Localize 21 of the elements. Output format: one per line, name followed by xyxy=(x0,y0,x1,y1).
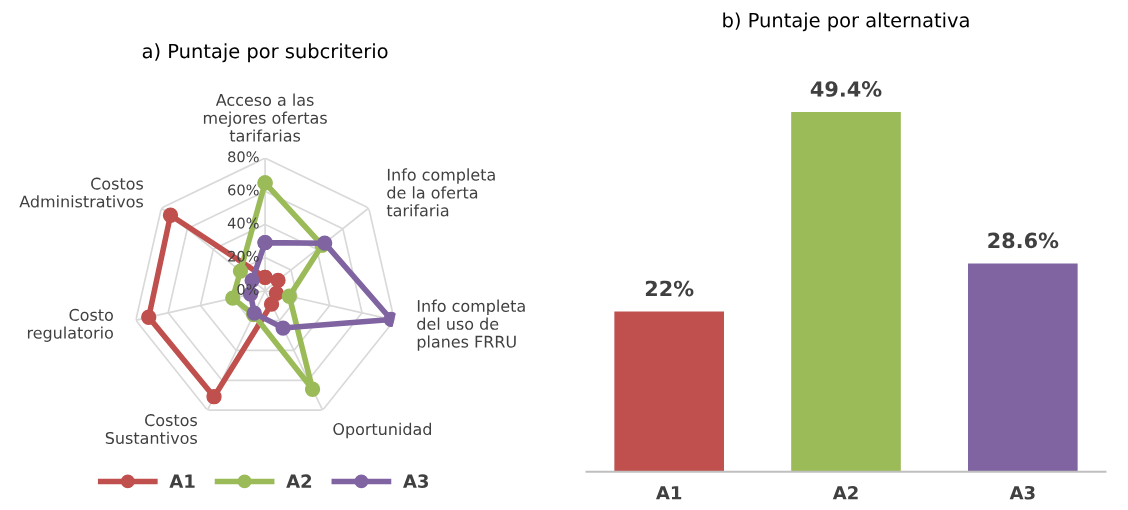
data-label: 49.4% xyxy=(810,81,882,97)
legend-label: A1 xyxy=(169,474,195,488)
spoke-label: Info completa del uso de planes FRRU xyxy=(417,299,525,351)
x-tick-label: A2 xyxy=(832,485,858,500)
data-label: 28.6% xyxy=(988,232,1059,249)
y-tick-label: 60% xyxy=(228,184,259,196)
y-tick-label: 80% xyxy=(228,151,259,163)
legend-label: A3 xyxy=(403,474,429,488)
x-tick-label: A1 xyxy=(655,486,682,500)
chart-title: b) Puntaje por alternativa xyxy=(723,12,969,32)
data-label: 22% xyxy=(645,280,694,297)
spoke-label: Oportunidad xyxy=(333,422,431,439)
chart-title: a) Puntaje por subcriterio xyxy=(142,43,388,63)
y-tick-label: 20% xyxy=(228,250,259,262)
spoke-label: Acceso a las mejores ofertas tarifarias xyxy=(203,93,327,142)
spoke-label: Costos Administrativos xyxy=(19,177,144,208)
x-tick-label: A3 xyxy=(1009,485,1035,500)
spoke-label: Costos Sustantivos xyxy=(105,414,197,445)
spoke-label: Costo regulatorio xyxy=(27,308,113,342)
spoke-label: Info completa de la oferta tarifaria xyxy=(386,168,495,217)
legend-label: A2 xyxy=(286,474,312,488)
